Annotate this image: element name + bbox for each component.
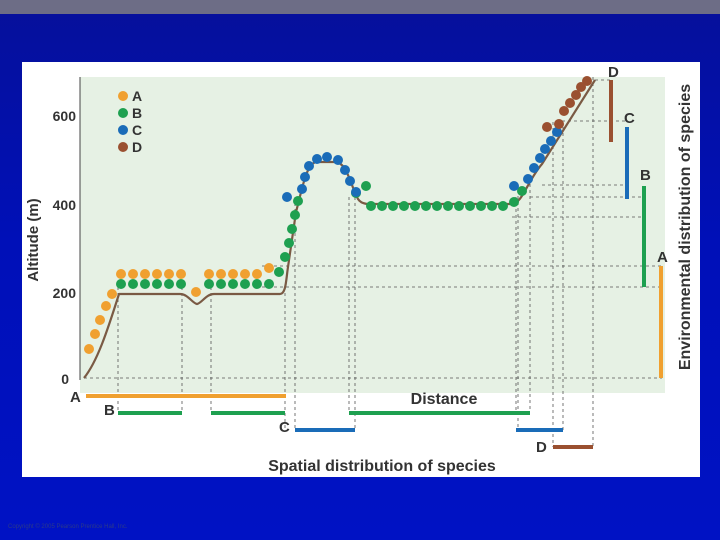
species-a-dots [84, 263, 274, 354]
spatial-distribution-title: Spatial distribution of species [268, 458, 496, 475]
legend-dot-d [118, 142, 128, 152]
species-b-dots [116, 181, 527, 289]
x-axis-label: Distance [411, 391, 478, 408]
y-tick-200: 200 [53, 285, 77, 301]
y-tick-600: 600 [53, 108, 77, 124]
legend-dot-c [118, 125, 128, 135]
y-axis-label: Altitude (m) [25, 198, 42, 281]
legend: A B C D [118, 88, 142, 155]
env-label-b: B [640, 167, 651, 184]
legend-label-b: B [132, 105, 142, 121]
slide-top-bar [0, 0, 720, 14]
environmental-distribution-bars [609, 80, 663, 378]
env-label-c: C [624, 110, 635, 127]
legend-dot-b [118, 108, 128, 118]
environmental-distribution-title: Environmental distribution of species [677, 84, 694, 370]
legend-label-a: A [132, 88, 142, 104]
y-tick-0: 0 [61, 371, 69, 387]
spatial-label-c: C [279, 419, 290, 436]
legend-label-c: C [132, 122, 142, 138]
y-tick-400: 400 [53, 197, 77, 213]
figure-panel: Altitude (m) 600 400 200 0 A B C D [22, 62, 700, 477]
environmental-guide-lines [84, 79, 662, 379]
legend-label-d: D [132, 139, 142, 155]
species-c-dots [282, 127, 562, 202]
spatial-label-d: D [536, 439, 547, 456]
spatial-label-a: A [70, 389, 81, 406]
spatial-guide-lines [117, 77, 594, 447]
spatial-distribution-bars [86, 394, 593, 449]
legend-dot-a [118, 91, 128, 101]
copyright-text: Copyright © 2005 Pearson Prentice Hall, … [8, 524, 128, 530]
env-label-a: A [657, 249, 668, 266]
spatial-label-b: B [104, 402, 115, 419]
species-distribution-diagram: Altitude (m) 600 400 200 0 A B C D [25, 64, 694, 475]
env-label-d: D [608, 64, 619, 81]
plot-background [80, 77, 665, 393]
terrain-profile-line [83, 79, 596, 379]
species-d-dots [542, 76, 592, 132]
